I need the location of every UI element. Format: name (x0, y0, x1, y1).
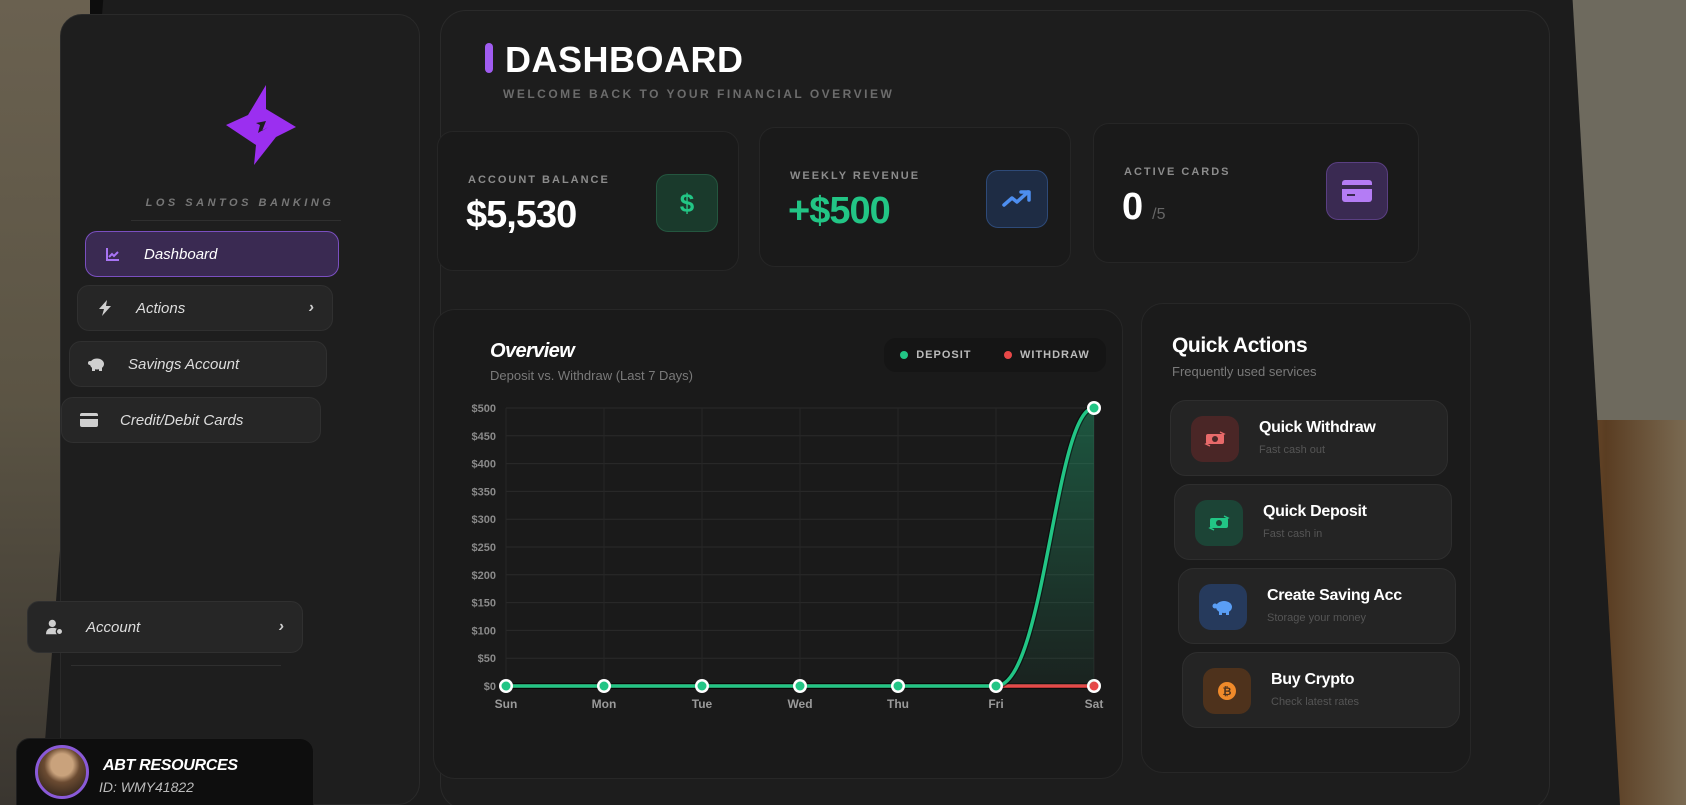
chevron-right-icon: › (308, 299, 314, 316)
brand-name: LOS SANTOS BANKING (145, 197, 335, 209)
chart-series (499, 401, 1101, 693)
stat-value: +$500 (788, 190, 891, 232)
piggy-bank-icon (1199, 584, 1247, 630)
y-tick-label: $150 (472, 598, 496, 610)
sidebar-item-savings-account[interactable]: Savings Account (69, 341, 327, 387)
dollar-icon: $ (656, 174, 718, 232)
bolt-icon (96, 299, 114, 317)
sidebar-item-account[interactable]: Account › (27, 601, 303, 653)
sidebar-item-label: Credit/Debit Cards (120, 411, 244, 429)
withdraw-dot-icon (1004, 351, 1013, 360)
y-tick-label: $450 (472, 431, 496, 443)
stat-label: ACTIVE CARDS (1124, 166, 1231, 178)
page-title: DASHBOARD (505, 39, 744, 80)
svg-text:₿: ₿ (1223, 686, 1232, 698)
user-gear-icon (46, 618, 64, 636)
chart-legend: DEPOSIT WITHDRAW (884, 338, 1106, 372)
quick-deposit-button[interactable]: Quick Deposit Fast cash in (1174, 484, 1452, 560)
buy-crypto-button[interactable]: ₿ Buy Crypto Check latest rates (1182, 652, 1460, 728)
y-tick-label: $400 (472, 459, 496, 471)
legend-label: WITHDRAW (1020, 349, 1090, 361)
y-tick-label: $350 (472, 486, 496, 498)
stat-label: ACCOUNT BALANCE (468, 174, 610, 186)
series-line-deposit (506, 406, 1095, 688)
piggy-bank-icon (88, 355, 106, 373)
brand-logo-icon (226, 85, 296, 165)
money-bill-transfer-icon (1191, 416, 1239, 462)
create-saving-account-button[interactable]: Create Saving Acc Storage your money (1178, 568, 1456, 644)
y-tick-label: $250 (472, 542, 496, 554)
sidebar-item-label: Dashboard (144, 245, 218, 263)
quick-withdraw-button[interactable]: Quick Withdraw Fast cash out (1170, 400, 1448, 476)
stat-value: 0/5 (1122, 186, 1165, 229)
divider (71, 665, 281, 666)
y-tick-label: $100 (472, 625, 496, 637)
x-tick-label: Sat (1085, 697, 1104, 711)
quick-action-desc: Fast cash in (1263, 528, 1323, 540)
legend-item-withdraw[interactable]: WITHDRAW (1004, 349, 1090, 361)
credit-card-icon (80, 411, 98, 429)
avatar (35, 745, 89, 799)
y-axis-labels: $0 $50 $100 $150 $200 $250 $300 $350 $400 $450 $50… (472, 403, 496, 693)
quick-action-label: Buy Crypto (1271, 671, 1355, 688)
chart-title: Overview (490, 340, 575, 362)
stat-value: $5,530 (466, 194, 577, 236)
active-cards-count: 0 (1122, 186, 1143, 228)
trending-up-icon (986, 170, 1048, 228)
sidebar-item-dashboard[interactable]: Dashboard (85, 231, 339, 277)
x-tick-label: Sun (495, 697, 518, 711)
x-tick-label: Fri (988, 697, 1003, 711)
y-tick-label: $500 (472, 403, 496, 415)
main-panel: DASHBOARD WELCOME BACK TO YOUR FINANCIAL… (433, 10, 1550, 805)
legend-label: DEPOSIT (916, 349, 972, 361)
bitcoin-icon: ₿ (1203, 668, 1251, 714)
chart-subtitle: Deposit vs. Withdraw (Last 7 Days) (490, 368, 694, 383)
stat-label: WEEKLY REVENUE (790, 170, 921, 182)
y-tick-label: $300 (472, 514, 496, 526)
active-cards-max: /5 (1152, 206, 1166, 223)
x-tick-label: Tue (692, 697, 713, 711)
legend-item-deposit[interactable]: DEPOSIT (900, 349, 971, 361)
deposit-dot-icon (900, 351, 909, 360)
quick-action-desc: Fast cash out (1259, 444, 1326, 456)
y-tick-label: $50 (478, 653, 496, 665)
money-bill-transfer-icon (1195, 500, 1243, 546)
sidebar-item-label: Actions (136, 299, 186, 317)
profile-id: ID: WMY41822 (99, 779, 194, 795)
x-tick-label: Wed (787, 697, 812, 711)
quick-action-label: Quick Deposit (1263, 503, 1367, 520)
overview-chart-card: Overview Deposit vs. Withdraw (Last 7 Da… (433, 309, 1123, 779)
quick-actions-title: Quick Actions (1172, 334, 1308, 357)
page-subtitle: WELCOME BACK TO YOUR FINANCIAL OVERVIEW (503, 87, 895, 101)
sidebar-item-label: Account (86, 618, 141, 636)
profile-name: ABT RESOURCES (103, 757, 238, 774)
title-accent-bar (485, 43, 493, 73)
stat-card-active-cards: ACTIVE CARDS 0/5 (1093, 123, 1419, 263)
y-tick-label: $200 (472, 570, 496, 582)
divider (131, 220, 341, 221)
quick-actions-subtitle: Frequently used services (1172, 364, 1317, 379)
credit-card-icon (1326, 162, 1388, 220)
chart-line-icon (104, 245, 122, 263)
quick-action-desc: Storage your money (1267, 612, 1367, 624)
quick-action-desc: Check latest rates (1271, 696, 1360, 708)
y-tick-label: $0 (484, 681, 496, 693)
user-profile-card[interactable]: ABT RESOURCES ID: WMY41822 (16, 738, 314, 805)
quick-action-label: Create Saving Acc (1267, 587, 1402, 604)
quick-action-label: Quick Withdraw (1259, 419, 1376, 436)
x-axis-labels: Sun Mon Tue Wed Thu Fri Sat (495, 697, 1104, 711)
sidebar-item-actions[interactable]: Actions › (77, 285, 333, 331)
stat-card-account-balance: ACCOUNT BALANCE $5,530 $ (437, 131, 739, 271)
quick-actions-card: Quick Actions Frequently used services Q… (1141, 303, 1471, 773)
sidebar-item-label: Savings Account (128, 355, 240, 373)
chevron-right-icon: › (278, 618, 284, 635)
chart-grid (505, 407, 1095, 687)
x-tick-label: Thu (887, 697, 909, 711)
sidebar-item-credit-debit-cards[interactable]: Credit/Debit Cards (61, 397, 321, 443)
line-chart: $0 $50 $100 $150 $200 $250 $300 $350 $400 $450 $50… (472, 401, 1104, 711)
x-tick-label: Mon (592, 697, 617, 711)
sidebar: LOS SANTOS BANKING Dashboard Actions › S… (27, 14, 420, 805)
stat-card-weekly-revenue: WEEKLY REVENUE +$500 (759, 127, 1071, 267)
